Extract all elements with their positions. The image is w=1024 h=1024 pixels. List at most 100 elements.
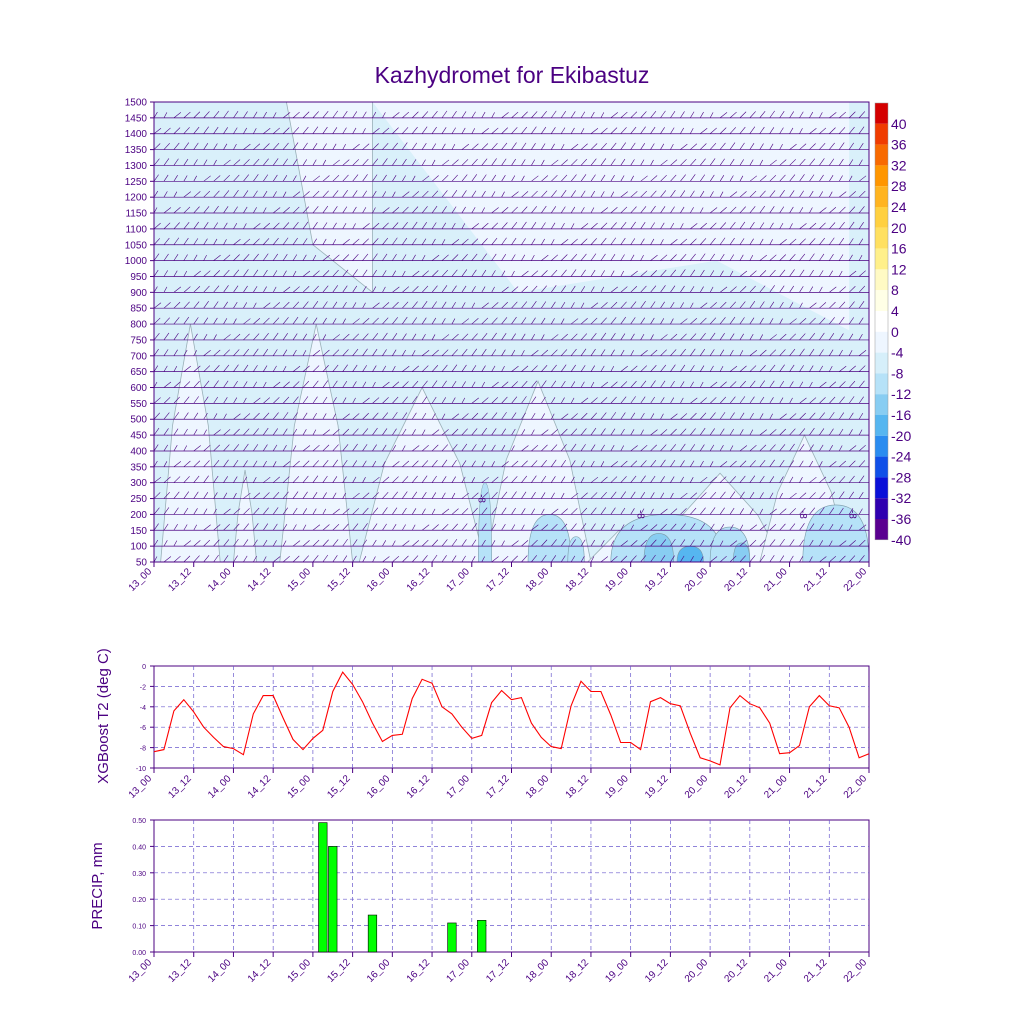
wind-barb bbox=[709, 365, 714, 372]
wind-barb bbox=[660, 110, 666, 119]
wind-barb bbox=[253, 507, 260, 515]
wind-barb bbox=[670, 349, 677, 356]
wind-barb bbox=[610, 254, 616, 261]
wind-barb bbox=[600, 207, 609, 214]
wind-barb bbox=[154, 269, 159, 277]
wind-barb bbox=[531, 270, 539, 277]
wind-barb bbox=[382, 491, 389, 499]
wind-barb bbox=[789, 443, 795, 452]
wind-barb bbox=[312, 350, 321, 357]
wind-barb bbox=[600, 365, 605, 372]
wind-barb bbox=[570, 285, 576, 293]
wind-barb bbox=[471, 238, 479, 245]
wind-barb bbox=[372, 348, 378, 356]
wind-barb bbox=[699, 365, 705, 372]
wind-barb bbox=[382, 191, 387, 198]
wind-barb bbox=[253, 444, 259, 452]
wind-barb bbox=[610, 102, 612, 103]
wind-barb bbox=[809, 427, 815, 436]
wind-barb bbox=[421, 238, 427, 245]
wind-barb bbox=[223, 476, 228, 483]
wind-barb bbox=[223, 159, 231, 166]
wind-barb bbox=[262, 348, 269, 356]
wind-barb bbox=[273, 102, 274, 103]
wind-barb bbox=[709, 523, 715, 531]
wind-barb bbox=[829, 191, 833, 198]
wind-barb bbox=[640, 254, 644, 261]
wind-barb bbox=[451, 254, 459, 261]
wind-barb bbox=[481, 397, 489, 404]
wind-barb bbox=[411, 555, 419, 562]
x-tick-label: 19_00 bbox=[603, 957, 631, 985]
wind-barb bbox=[491, 412, 498, 420]
wind-barb bbox=[451, 349, 458, 356]
wind-barb bbox=[154, 365, 159, 372]
wind-barb bbox=[521, 429, 526, 436]
wind-barb bbox=[719, 333, 725, 341]
wind-barb bbox=[411, 524, 416, 531]
wind-barb bbox=[819, 286, 823, 293]
wind-barb bbox=[511, 445, 515, 452]
wind-barb bbox=[769, 413, 773, 420]
wind-barb bbox=[302, 524, 307, 531]
wind-barb bbox=[620, 286, 628, 293]
wind-barb bbox=[848, 238, 854, 245]
wind-barb bbox=[550, 239, 555, 245]
wind-barb bbox=[392, 191, 396, 198]
wind-barb bbox=[411, 142, 418, 150]
wind-barb bbox=[292, 540, 301, 547]
colorbar-swatch bbox=[875, 394, 888, 415]
wind-barb bbox=[402, 445, 406, 452]
wind-barb bbox=[312, 475, 319, 483]
wind-barb bbox=[421, 111, 429, 119]
wind-barb bbox=[570, 492, 579, 499]
wind-barb bbox=[650, 143, 655, 150]
x-tick-label: 18_12 bbox=[564, 773, 592, 801]
wind-barb bbox=[332, 523, 340, 531]
x-tick-label: 14_00 bbox=[206, 566, 234, 594]
wind-barb bbox=[481, 348, 487, 356]
wind-barb bbox=[769, 143, 774, 150]
wind-barb bbox=[342, 254, 350, 261]
wind-barb bbox=[809, 507, 816, 515]
wind-barb bbox=[699, 476, 708, 483]
wind-barb bbox=[183, 365, 191, 372]
x-tick-label: 13_00 bbox=[127, 566, 155, 594]
wind-barb bbox=[630, 111, 638, 119]
wind-barb bbox=[541, 539, 548, 547]
wind-barb bbox=[610, 366, 615, 372]
wind-barb bbox=[312, 317, 318, 325]
wind-barb bbox=[193, 429, 198, 436]
wind-barb bbox=[551, 174, 558, 182]
wind-barb bbox=[759, 508, 764, 515]
wind-barb bbox=[690, 492, 698, 499]
wind-barb bbox=[253, 348, 259, 356]
colorbar-swatch bbox=[875, 123, 888, 145]
wind-barb bbox=[521, 524, 525, 531]
x-tick-label: 17_12 bbox=[484, 566, 512, 594]
wind-barb bbox=[263, 222, 271, 230]
wind-barb bbox=[630, 524, 634, 531]
wind-barb bbox=[541, 238, 545, 245]
wind-barb bbox=[600, 142, 607, 150]
wind-barb bbox=[650, 222, 655, 230]
wind-barb bbox=[858, 460, 866, 468]
wind-barb bbox=[491, 397, 499, 404]
wind-barb bbox=[282, 112, 291, 119]
wind-barb bbox=[163, 365, 168, 372]
wind-barb bbox=[819, 491, 826, 499]
wind-barb bbox=[471, 348, 478, 356]
wind-barb bbox=[223, 143, 228, 150]
wind-barb bbox=[739, 491, 745, 499]
wind-barb bbox=[521, 475, 528, 483]
wind-barb bbox=[858, 222, 864, 230]
wind-barb bbox=[739, 508, 744, 515]
wind-barb bbox=[481, 476, 489, 483]
wind-barb bbox=[620, 222, 627, 230]
wind-barb bbox=[541, 365, 548, 372]
wind-barb bbox=[402, 476, 409, 483]
wind-barb bbox=[710, 102, 711, 103]
wind-barb bbox=[600, 158, 607, 166]
wind-barb bbox=[441, 539, 448, 547]
wind-barb bbox=[441, 254, 449, 261]
